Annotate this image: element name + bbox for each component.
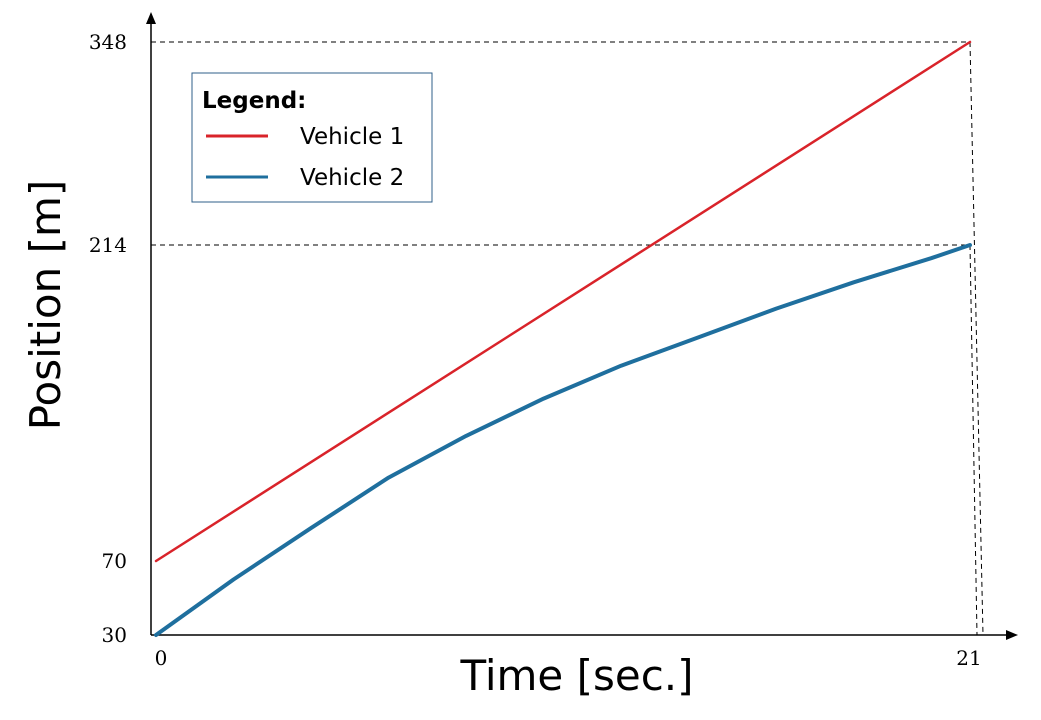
series-line-vehicle-1 [154,40,972,563]
series-line-vehicle-2 [154,243,972,637]
reference-lines [151,41,984,636]
legend-label-vehicle-2: Vehicle 2 [300,165,404,191]
x-tick-label: 21 [956,646,981,670]
y-tick-label: 70 [102,549,127,573]
legend-label-vehicle-1: Vehicle 1 [300,124,404,150]
legend-title: Legend: [202,88,306,114]
y-axis-arrow-icon [146,12,156,24]
tick-labels: 30 70 214 348 0 21 [89,30,982,670]
y-tick-label: 348 [89,30,127,54]
x-axis-title: Time [sec.] [459,651,693,700]
series-group [154,40,972,637]
legend: Legend: Vehicle 1 Vehicle 2 [191,72,433,203]
x-tick-label: 0 [155,646,168,670]
y-tick-label: 214 [89,233,127,257]
axes [146,12,1018,640]
y-axis-title: Position [m] [21,180,70,431]
ref-line-vertical-vehicle-2 [969,244,978,636]
x-axis-arrow-icon [1006,630,1018,640]
y-tick-label: 30 [102,623,127,647]
